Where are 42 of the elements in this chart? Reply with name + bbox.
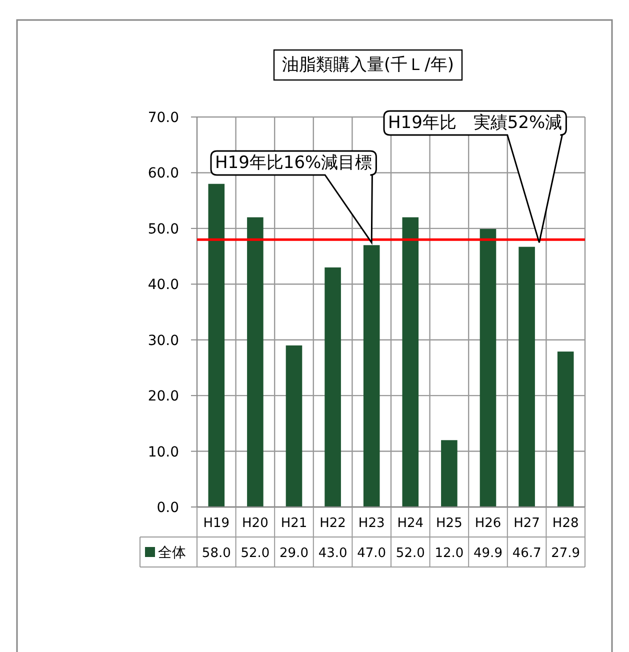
x-tick-label: H20: [242, 516, 268, 531]
y-tick-label: 20.0: [148, 388, 179, 405]
y-tick-label: 50.0: [148, 221, 179, 238]
bar: [286, 345, 302, 507]
x-tick-label: H23: [358, 516, 385, 531]
data-label: 27.9: [551, 546, 580, 561]
bar: [518, 246, 535, 507]
x-tick-label: H28: [552, 516, 579, 531]
bar: [208, 184, 225, 507]
data-label: 43.0: [318, 546, 348, 561]
x-tick-label: H25: [436, 516, 462, 531]
bar: [480, 228, 496, 507]
bar: [363, 245, 380, 507]
x-tick-label: H19: [203, 516, 230, 531]
y-tick-label: 60.0: [148, 166, 179, 182]
data-label: 49.9: [474, 546, 502, 561]
annotation: H19年比 実績52%減: [388, 113, 562, 133]
bar: [247, 217, 264, 507]
y-tick-label: 70.0: [148, 110, 179, 126]
data-label: 52.0: [396, 546, 425, 561]
data-label: 58.0: [202, 546, 231, 561]
bar: [324, 267, 341, 507]
bar: [402, 217, 419, 507]
bar: [441, 440, 458, 507]
data-label: 46.7: [512, 546, 542, 561]
y-tick-label: 10.0: [148, 444, 179, 460]
bar: [557, 352, 574, 507]
y-tick-label: 40.0: [148, 277, 179, 294]
y-tick-label: 0.0: [156, 500, 179, 516]
y-tick-label: 30.0: [148, 332, 179, 349]
data-label: 47.0: [357, 546, 386, 561]
chart-title: 油脂類購入量(千Ｌ/年): [282, 55, 454, 75]
x-tick-label: H21: [280, 516, 308, 531]
legend-label: 全体: [158, 545, 186, 561]
x-tick-label: H24: [397, 516, 424, 531]
data-label: 29.0: [280, 546, 308, 561]
x-tick-label: H27: [514, 516, 540, 531]
data-label: 12.0: [434, 546, 464, 561]
x-tick-label: H26: [474, 516, 502, 531]
annotation: H19年比16%減目標: [215, 153, 372, 173]
data-label: 52.0: [240, 546, 270, 561]
x-tick-label: H22: [320, 516, 346, 531]
